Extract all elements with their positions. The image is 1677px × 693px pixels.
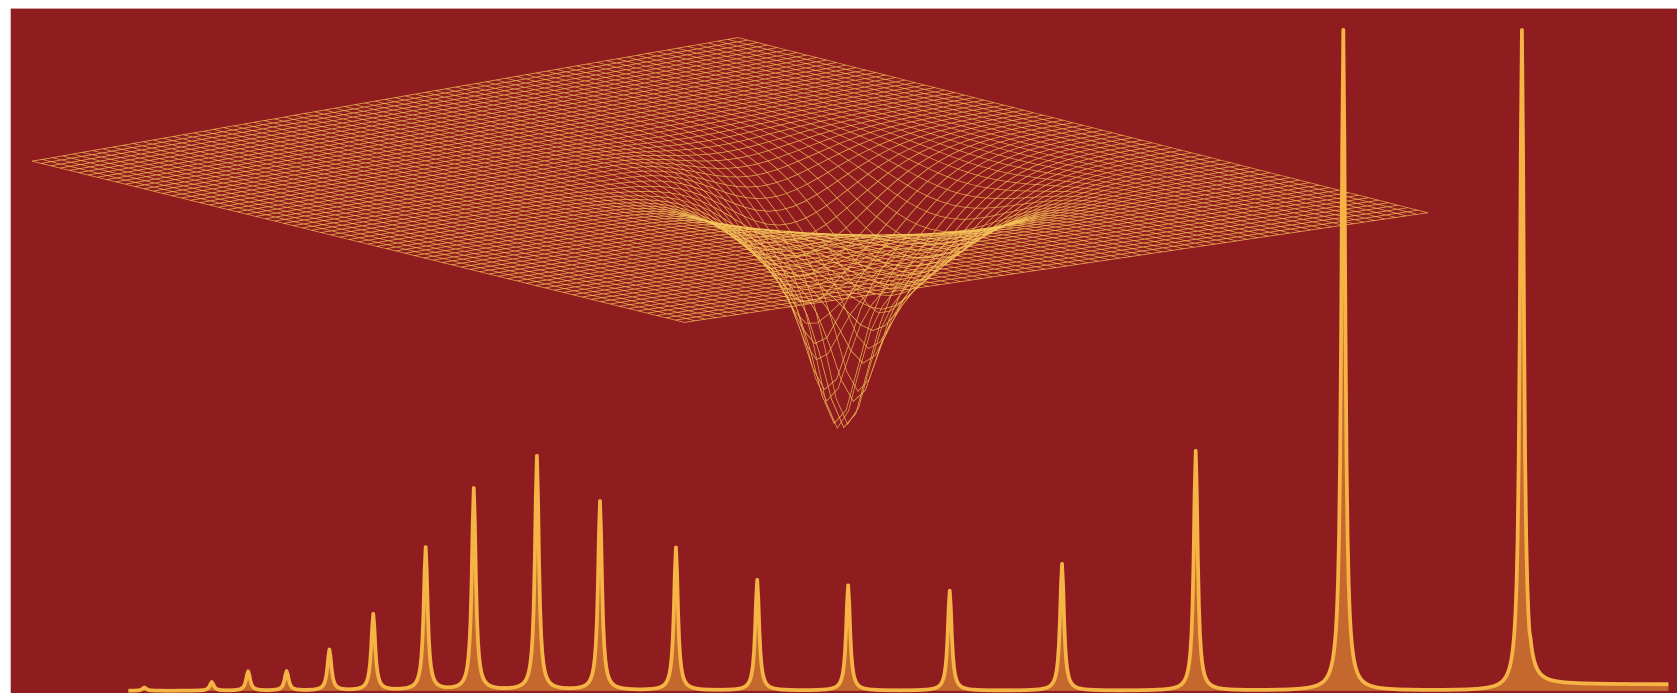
mesh-line <box>553 177 1290 291</box>
mesh-line <box>581 184 1320 298</box>
mesh-line <box>576 65 1258 239</box>
mesh-line <box>516 76 1195 290</box>
mesh-line <box>737 37 1428 214</box>
mesh-line <box>485 81 1163 393</box>
mesh-line <box>616 58 1301 232</box>
mesh-line <box>435 90 1110 324</box>
mesh-line <box>619 194 1359 307</box>
mesh-line <box>535 172 1271 286</box>
mesh-line <box>586 63 1269 237</box>
mesh-line <box>637 199 1379 312</box>
mesh-line <box>637 54 1322 229</box>
mesh-line <box>647 53 1333 228</box>
mesh-line <box>495 79 1174 350</box>
mesh-line <box>445 88 1120 361</box>
mesh-line <box>675 209 1419 321</box>
mesh-line <box>526 74 1205 273</box>
mesh-line <box>596 61 1280 236</box>
mesh-line <box>717 40 1407 217</box>
spectrum <box>127 27 1670 693</box>
mesh-line <box>470 154 1202 270</box>
mesh-line <box>626 56 1312 231</box>
mesh-line <box>647 202 1389 314</box>
mesh-line <box>667 49 1354 225</box>
mesh-line <box>451 149 1182 286</box>
mesh-line <box>684 212 1428 323</box>
mesh-line <box>395 134 1123 429</box>
mesh-line <box>460 152 1192 276</box>
mesh-line <box>591 187 1330 300</box>
mesh-line <box>665 207 1409 319</box>
mesh-line <box>505 77 1184 314</box>
mesh-line <box>507 164 1241 279</box>
mesh-line <box>404 137 1133 403</box>
surface-mesh <box>31 37 1428 429</box>
mesh-line <box>498 162 1231 277</box>
mesh-line <box>707 42 1397 218</box>
mesh-line <box>606 60 1290 234</box>
mesh-line <box>479 157 1212 273</box>
mesh-line <box>656 204 1399 316</box>
mesh-line <box>414 139 1143 364</box>
mesh-line <box>609 192 1350 305</box>
mesh-line <box>488 159 1221 275</box>
mesh-line <box>727 38 1418 215</box>
mesh-line <box>544 174 1281 289</box>
mesh-line <box>465 84 1142 429</box>
mesh-line <box>572 182 1310 296</box>
background <box>10 8 1677 693</box>
mesh-line <box>628 197 1369 309</box>
mesh-line <box>687 46 1375 221</box>
mesh-line <box>600 189 1340 302</box>
mesh-line <box>657 51 1343 226</box>
mesh-line <box>563 179 1300 293</box>
mesh-line <box>526 169 1261 284</box>
mesh-line <box>677 47 1365 223</box>
mesh-line <box>697 44 1386 220</box>
mesh-line <box>442 147 1172 296</box>
mesh-line <box>566 67 1248 240</box>
spectrum-line <box>127 27 1670 693</box>
mesh-line <box>376 129 1103 391</box>
mesh-line <box>556 69 1237 242</box>
mesh-line <box>546 70 1227 245</box>
